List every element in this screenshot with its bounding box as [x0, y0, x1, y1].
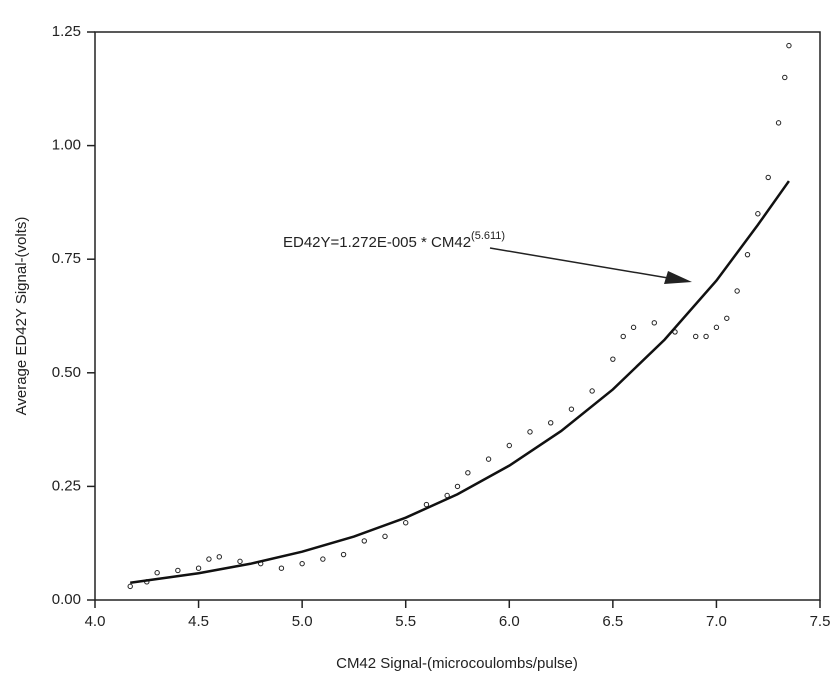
data-point [206, 556, 212, 562]
data-point [127, 583, 133, 590]
data-point [154, 570, 160, 576]
data-point [548, 420, 554, 426]
data-point [527, 429, 533, 435]
annotation-superscript: (5.611) [471, 230, 505, 242]
data-point [693, 333, 699, 340]
data-point [651, 320, 657, 326]
data-point [755, 211, 761, 217]
data-point [620, 333, 626, 340]
data-point [724, 315, 730, 321]
data-point [299, 560, 305, 567]
x-axis-label: CM42 Signal-(microcoulombs/pulse) [336, 655, 578, 672]
data-point [320, 556, 326, 562]
data-point [713, 324, 720, 331]
data-point [765, 174, 771, 181]
data-point [361, 538, 367, 544]
data-point [403, 520, 409, 526]
data-point [589, 388, 595, 394]
annotation: ED42Y=1.272E-005 * CM42(5.611) [283, 230, 505, 251]
data-point [195, 565, 202, 571]
x-tick-label: 5.5 [395, 613, 416, 630]
data-point [278, 565, 285, 571]
data-point [175, 567, 181, 574]
data-point [782, 74, 788, 81]
x-tick-label: 6.5 [602, 613, 623, 630]
data-point [744, 251, 751, 258]
data-point [775, 120, 782, 126]
data-point [454, 483, 461, 490]
y-axis-label: Average ED42Y Signal-(volts) [13, 217, 30, 416]
y-tick-label: 0.50 [52, 364, 81, 381]
data-point [506, 442, 512, 449]
plot-frame [94, 31, 821, 601]
x-tick-label: 4.0 [85, 613, 106, 630]
arrow-head [664, 271, 692, 284]
data-point [340, 551, 347, 558]
data-point [734, 288, 740, 294]
x-tick-label: 4.5 [188, 613, 209, 630]
fit-curve [130, 180, 790, 584]
y-tick-label: 0.75 [52, 250, 81, 267]
annotation-arrow [489, 247, 681, 281]
data-point [786, 42, 792, 49]
y-tick-label: 0.25 [52, 477, 81, 494]
data-point [485, 456, 492, 462]
data-point [568, 406, 575, 412]
y-tick-label: 1.25 [52, 23, 81, 40]
x-tick-label: 5.0 [292, 613, 313, 630]
data-point [465, 470, 471, 476]
data-point [703, 333, 709, 340]
x-tick-label: 7.5 [810, 613, 831, 630]
data-point [610, 356, 616, 362]
x-tick-label: 6.0 [499, 613, 520, 630]
data-point [382, 533, 388, 540]
x-tick-label: 7.0 [706, 613, 727, 630]
data-point [630, 324, 637, 331]
y-tick-label: 1.00 [52, 137, 81, 154]
y-tick-label: 0.00 [52, 591, 81, 608]
annotation-text: ED42Y=1.272E-005 * CM42 [283, 234, 471, 251]
data-point [216, 554, 222, 560]
data-point [237, 558, 243, 565]
data-point [423, 501, 430, 508]
